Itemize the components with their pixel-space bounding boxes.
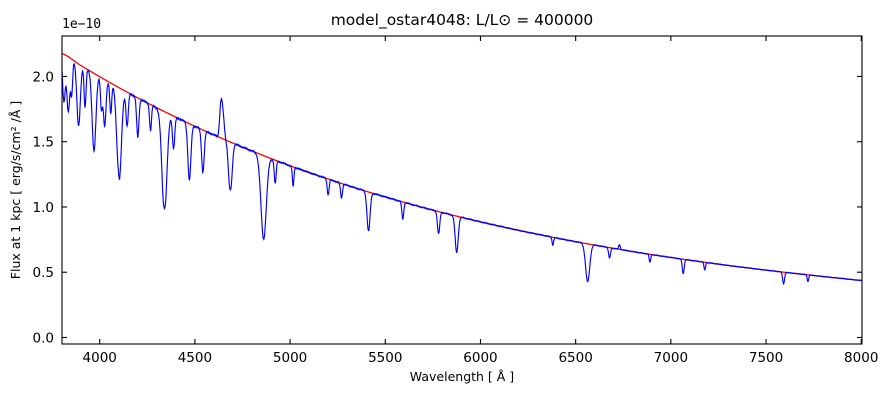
y-tick-label: 1.5 xyxy=(33,135,54,151)
axes-area: 4000 4500 5000 5500 6000 6500 7000 7500 8000 0.0… xyxy=(33,35,878,366)
y-tick-label: 2.0 xyxy=(33,69,54,85)
y-tick-label: 0.5 xyxy=(33,265,54,281)
x-tick-label: 6000 xyxy=(463,350,497,366)
spectrum-line xyxy=(61,62,863,286)
y-tick-group: 0.0 0.5 1.0 1.5 2.0 xyxy=(33,69,862,346)
axes-background xyxy=(62,36,862,344)
x-tick-label: 7000 xyxy=(654,350,688,366)
y-axis-offset-label: 1e−10 xyxy=(62,17,101,32)
x-tick-label: 4500 xyxy=(178,350,212,366)
x-tick-label: 5500 xyxy=(368,350,402,366)
x-tick-label: 4000 xyxy=(83,350,117,366)
axes-frame xyxy=(61,35,863,345)
x-tick-label: 5000 xyxy=(273,350,307,366)
x-tick-label: 7500 xyxy=(749,350,783,366)
y-tick-label: 1.0 xyxy=(33,200,54,216)
x-axis-label: Wavelength [ Å ] xyxy=(410,369,514,384)
x-tick-group: 4000 4500 5000 5500 6000 6500 7000 7500 8000 xyxy=(83,36,878,366)
y-tick-label: 0.0 xyxy=(33,330,54,346)
plot-title: model_ostar4048: L/L⊙ = 400000 xyxy=(331,11,594,30)
x-tick-label: 6500 xyxy=(558,350,592,366)
x-tick-label: 8000 xyxy=(844,350,878,366)
y-axis-label: Flux at 1 kpc [ erg/s/cm² /Å ] xyxy=(8,101,23,279)
data-layer xyxy=(61,52,863,286)
